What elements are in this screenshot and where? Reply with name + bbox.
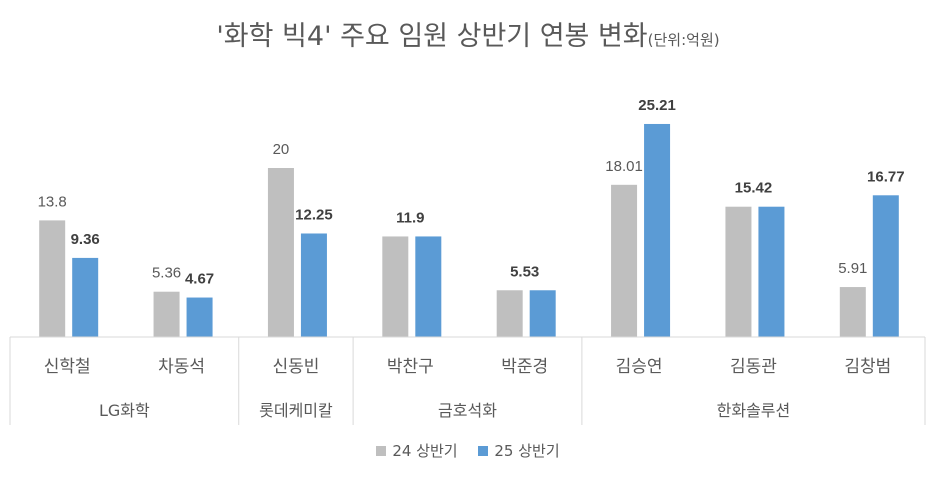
legend-item-24[interactable]: 24 상반기: [376, 442, 458, 460]
category-label: 김동관: [730, 357, 777, 377]
category-label: 신동빈: [272, 357, 319, 377]
data-label: 5.36: [152, 265, 181, 282]
unit-note: (단위:억원): [647, 31, 720, 49]
data-label: 15.42: [735, 180, 773, 197]
category-label: 차동석: [158, 357, 205, 377]
group-label: LG화학: [99, 401, 150, 420]
bar-24: [39, 220, 66, 337]
bar-25: [72, 257, 99, 337]
data-label: 18.01: [605, 158, 643, 175]
category-label: 신학철: [44, 357, 91, 377]
legend-label-24: 24 상반기: [392, 442, 458, 460]
bar-25: [872, 195, 899, 337]
title-text: '화학 빅4' 주요 임원 상반기 연봉 변화: [216, 21, 648, 52]
bar-25: [529, 290, 556, 337]
category-label: 박찬구: [387, 357, 434, 377]
bar-24: [496, 290, 523, 337]
legend-swatch-25: [478, 446, 489, 456]
data-label: 16.77: [867, 168, 905, 185]
group-label: 금호석화: [438, 401, 497, 420]
bar-25: [186, 297, 213, 337]
bar-24: [839, 287, 866, 337]
chart-title: '화학 빅4' 주요 임원 상반기 연봉 변화(단위:억원): [0, 14, 936, 53]
bar-25: [300, 233, 327, 337]
data-label: 20: [273, 141, 290, 158]
legend-swatch-24: [376, 446, 387, 456]
bar-24: [382, 236, 409, 337]
category-label: 김승연: [616, 357, 663, 377]
data-label: 5.91: [838, 260, 867, 277]
bar-25: [644, 123, 671, 338]
bar-24: [267, 168, 294, 337]
legend-label-25: 25 상반기: [494, 442, 560, 460]
category-label: 박준경: [501, 357, 548, 377]
category-label: 김창범: [844, 357, 891, 377]
bar-24: [153, 291, 180, 337]
data-label: 4.67: [185, 271, 214, 288]
legend: 24 상반기 25 상반기: [0, 440, 936, 461]
data-label: 12.25: [295, 206, 333, 223]
data-label: 25.21: [638, 97, 676, 114]
data-label: 11.9: [396, 209, 424, 226]
bar-25: [758, 206, 785, 337]
data-label: 5.53: [510, 263, 539, 280]
bar-25: [415, 236, 442, 337]
legend-item-25[interactable]: 25 상반기: [478, 442, 560, 460]
data-label: 9.36: [71, 231, 100, 248]
group-label: 롯데케미칼: [259, 401, 333, 420]
bar-24: [611, 184, 638, 337]
data-label: 13.8: [38, 193, 67, 210]
group-label: 한화솔루션: [717, 401, 791, 420]
bar-24: [725, 206, 752, 337]
